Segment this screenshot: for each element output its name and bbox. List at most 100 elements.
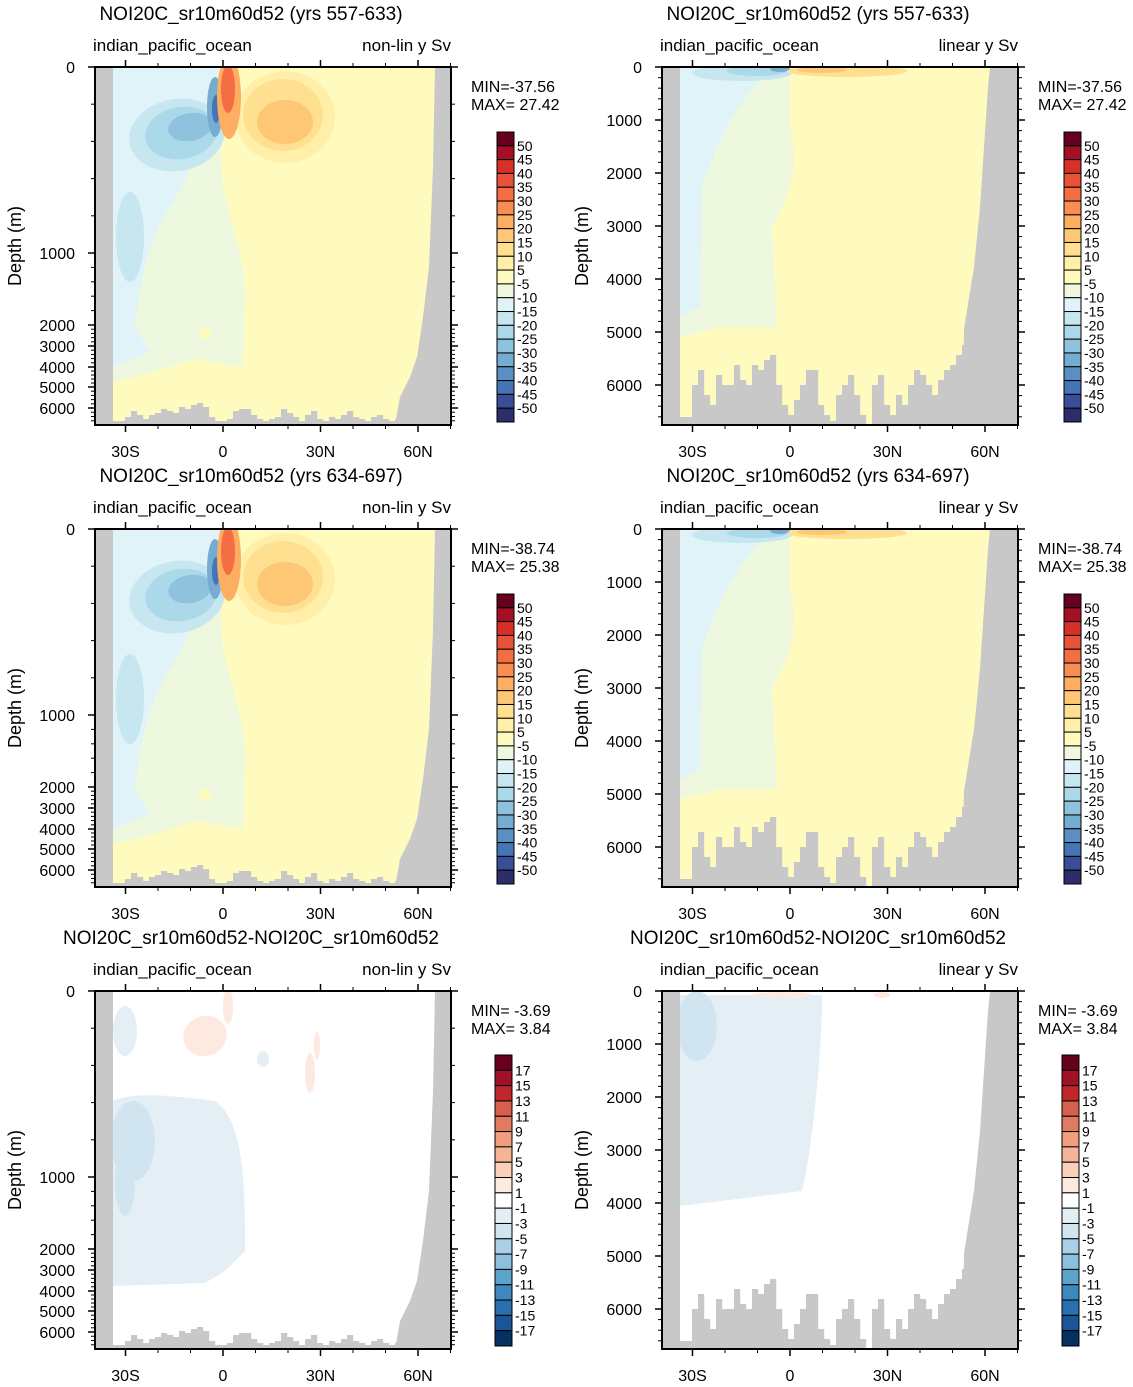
colorbar-box — [1061, 1330, 1080, 1347]
x-tick-label: 30N — [873, 444, 902, 461]
colorbar-box — [1061, 1131, 1080, 1148]
bathymetry-step — [155, 1337, 162, 1349]
colorbar-box — [496, 855, 515, 871]
colorbar-box — [496, 607, 515, 623]
colorbar-box — [496, 228, 515, 243]
bathymetry-step — [872, 847, 879, 887]
colorbar-box — [1063, 648, 1082, 664]
x-tick-label: 0 — [786, 906, 795, 923]
colorbar-box — [1061, 1268, 1080, 1286]
bathymetry-step — [758, 832, 765, 887]
bathymetry-step — [896, 395, 903, 425]
bathymetry-step — [257, 419, 264, 425]
colorbar-box — [496, 593, 515, 609]
bathymetry-step — [914, 370, 921, 425]
colorbar-box — [1063, 676, 1082, 692]
bathymetry-step — [824, 1339, 831, 1349]
colorbar-box — [1061, 1054, 1080, 1071]
bathymetry-step — [938, 842, 945, 887]
contour-field: 30S 0 30N 60N 0 1000 2000 3000 4000 5000 6000 Depth… — [572, 522, 1025, 923]
x-tick-label: 0 — [219, 906, 228, 923]
bathymetry-step — [245, 871, 252, 887]
x-tick-label: 60N — [403, 444, 432, 461]
bathymetry-step — [818, 1329, 825, 1349]
land-mask-left — [662, 991, 680, 1349]
bathymetry-step — [914, 1294, 921, 1349]
bathymetry-step — [185, 409, 192, 425]
bathymetry-step — [317, 881, 324, 887]
bathymetry-step — [143, 881, 150, 887]
y-axis-label: Depth (m) — [5, 1130, 25, 1210]
y-tick-label: 1000 — [606, 113, 642, 130]
bathymetry-step — [125, 879, 132, 887]
colorbar-label: -25 — [517, 793, 537, 809]
bathymetry-step — [818, 405, 825, 425]
bathymetry-step — [179, 407, 186, 425]
y-tick-label: 2000 — [606, 1090, 642, 1107]
bathymetry-step — [227, 1343, 234, 1349]
bathymetry-step — [185, 1333, 192, 1349]
y-tick-label: 1000 — [39, 708, 75, 725]
plot-frame — [661, 528, 1019, 888]
bathymetry-step — [698, 370, 705, 425]
bathymetry-step — [722, 385, 729, 425]
colorbar-label: -45 — [1084, 386, 1104, 402]
bathymetry-step — [758, 370, 765, 425]
colorbar-label: 5 — [517, 262, 525, 278]
field-layers — [95, 991, 451, 1349]
colorbar-box — [494, 1161, 513, 1179]
colorbar-box — [496, 814, 515, 830]
region-subtitle: indian_pacific_ocean — [93, 498, 252, 517]
bathymetry-step — [269, 881, 276, 887]
bathymetry-step — [215, 421, 222, 425]
colorbar-box — [494, 1069, 513, 1087]
colorbar-box — [494, 1330, 513, 1347]
colorbar-label: -13 — [1082, 1292, 1102, 1308]
colorbar-label: 15 — [515, 1078, 531, 1094]
bathymetry-step — [740, 842, 747, 887]
colorbar-box — [1063, 241, 1082, 257]
colorbar-label: 25 — [1084, 207, 1100, 223]
colorbar-box — [1061, 1299, 1080, 1316]
colorbar-box — [496, 145, 515, 161]
bathymetry-step — [710, 1329, 717, 1349]
bathymetry-step — [770, 355, 777, 425]
colorbar-label: 30 — [517, 655, 533, 671]
colorbar-box — [496, 255, 515, 271]
colorbar-label: 40 — [517, 165, 533, 181]
bathymetry-step — [884, 867, 891, 887]
contour-region — [113, 1006, 137, 1056]
colorbar-box — [496, 200, 515, 216]
bathymetry-step — [794, 1324, 801, 1349]
bathymetry-step — [686, 1341, 693, 1349]
bathymetry-step — [890, 1339, 897, 1349]
bathymetry-step — [209, 879, 216, 887]
bathymetry-step — [680, 879, 687, 887]
max-value: MAX= 3.84 — [1038, 1021, 1118, 1038]
colorbar-box — [496, 634, 515, 650]
bathymetry-step — [131, 1335, 138, 1349]
bathymetry-step — [902, 405, 909, 425]
bathymetry-step — [335, 1343, 342, 1349]
plot-panel: NOI20C_sr10m60d52 (yrs 634-697) indian_pa… — [5, 466, 560, 923]
colorbar-label: -3 — [515, 1215, 528, 1231]
bathymetry-step — [902, 867, 909, 887]
contour-region — [116, 654, 144, 744]
bathymetry-step — [275, 417, 282, 425]
bathymetry-step — [377, 1339, 384, 1349]
bathymetry-step — [926, 385, 933, 425]
bathymetry-step — [926, 847, 933, 887]
bathymetry-step — [305, 415, 312, 425]
colorbar-box — [496, 800, 515, 816]
bathymetry-step — [263, 1345, 270, 1349]
contour-region — [116, 192, 144, 282]
bathymetry-step — [299, 421, 306, 425]
bathymetry-step — [842, 847, 849, 887]
bathymetry-step — [680, 1341, 687, 1349]
colorbar-box — [496, 172, 515, 188]
bathymetry-step — [872, 385, 879, 425]
colorbar-label: -11 — [515, 1277, 534, 1293]
bathymetry-step — [119, 883, 126, 887]
bathymetry-step — [137, 415, 144, 425]
